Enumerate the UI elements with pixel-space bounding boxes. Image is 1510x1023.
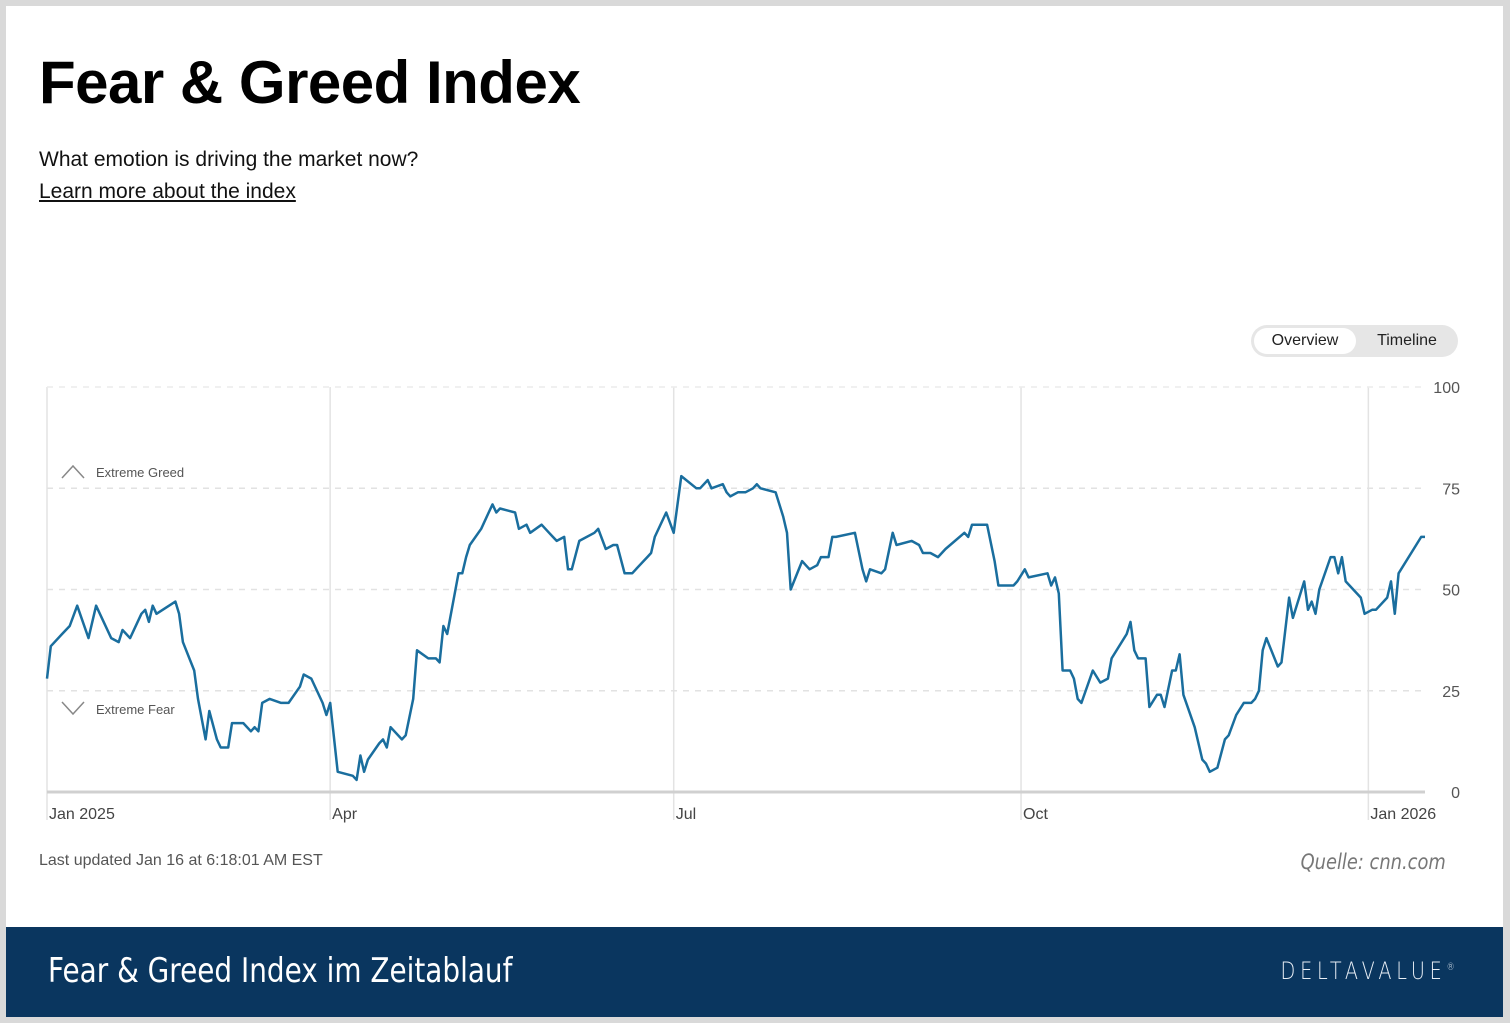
y-tick-label: 50 [1442, 583, 1460, 600]
subtitle: What emotion is driving the market now? [39, 148, 419, 171]
chevron-down-icon [61, 701, 85, 716]
x-tick-label: Jan 2026 [1370, 806, 1436, 823]
page-title: Fear & Greed Index [39, 49, 581, 116]
y-tick-label: 75 [1442, 481, 1460, 498]
source-label: Quelle: cnn.com [1300, 850, 1446, 874]
y-tick-label: 100 [1433, 380, 1460, 397]
extreme-fear-label: Extreme Fear [96, 702, 175, 717]
logo-text: DELTAVALUE [1280, 957, 1447, 985]
last-updated: Last updated Jan 16 at 6:18:01 AM EST [39, 852, 323, 869]
chevron-up-icon [61, 464, 85, 479]
toggle-overview[interactable]: Overview [1254, 328, 1356, 354]
banner: Fear & Greed Index im Zeitablauf DELTAVA… [6, 927, 1503, 1017]
y-tick-label: 0 [1451, 785, 1460, 802]
toggle-timeline[interactable]: Timeline [1377, 332, 1437, 349]
learn-more-link[interactable]: Learn more about the index [39, 180, 296, 203]
x-tick-label: Jul [676, 806, 696, 823]
index-line [45, 474, 1425, 782]
x-tick-label: Oct [1023, 806, 1048, 823]
card [6, 6, 1503, 927]
view-toggle: Overview Timeline [1251, 325, 1458, 357]
x-tick-label: Jan 2025 [49, 806, 115, 823]
deltavalue-logo: DELTAVALUE® [1280, 957, 1455, 985]
x-tick-label: Apr [332, 806, 358, 823]
y-tick-label: 25 [1442, 684, 1460, 701]
extreme-greed-label: Extreme Greed [96, 465, 184, 480]
banner-title: Fear & Greed Index im Zeitablauf [48, 951, 513, 991]
